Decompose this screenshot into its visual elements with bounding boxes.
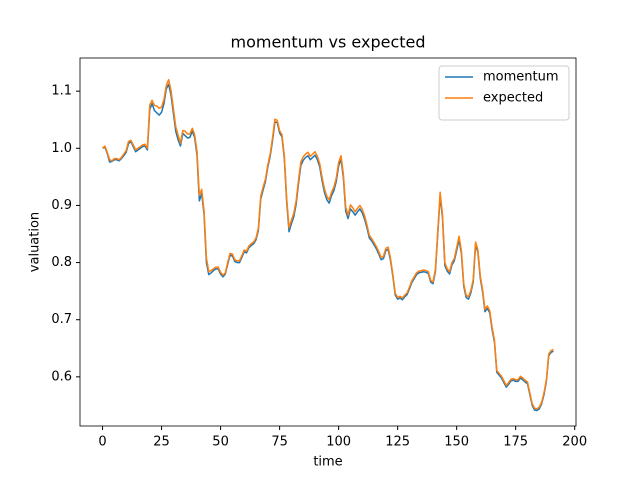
series-line (102, 83, 554, 412)
x-tick-label: 75 (271, 435, 288, 450)
plot-frame (79, 57, 577, 427)
x-tick-label: 100 (326, 435, 351, 450)
x-axis-label: time (313, 455, 342, 470)
x-tick-label: 25 (153, 435, 170, 450)
x-tick-label: 125 (385, 435, 410, 450)
x-tick-label: 175 (503, 435, 528, 450)
y-tick-label: 0.7 (51, 312, 72, 327)
x-tick-label: 150 (444, 435, 469, 450)
chart-title: momentum vs expected (230, 33, 425, 52)
y-tick-label: 0.9 (51, 198, 72, 213)
x-tick-label: 50 (212, 435, 229, 450)
x-tick-label: 200 (562, 435, 587, 450)
legend-box (438, 65, 570, 121)
y-tick-label: 0.8 (51, 255, 72, 270)
y-axis-label: valuation (28, 212, 43, 272)
legend-label: expected (483, 91, 543, 106)
series-line (102, 78, 554, 410)
legend-label: momentum (483, 70, 559, 85)
y-tick-label: 0.6 (51, 369, 72, 384)
y-tick-label: 1.0 (51, 141, 72, 156)
x-tick-label: 0 (98, 435, 106, 450)
y-tick-label: 1.1 (51, 84, 72, 99)
